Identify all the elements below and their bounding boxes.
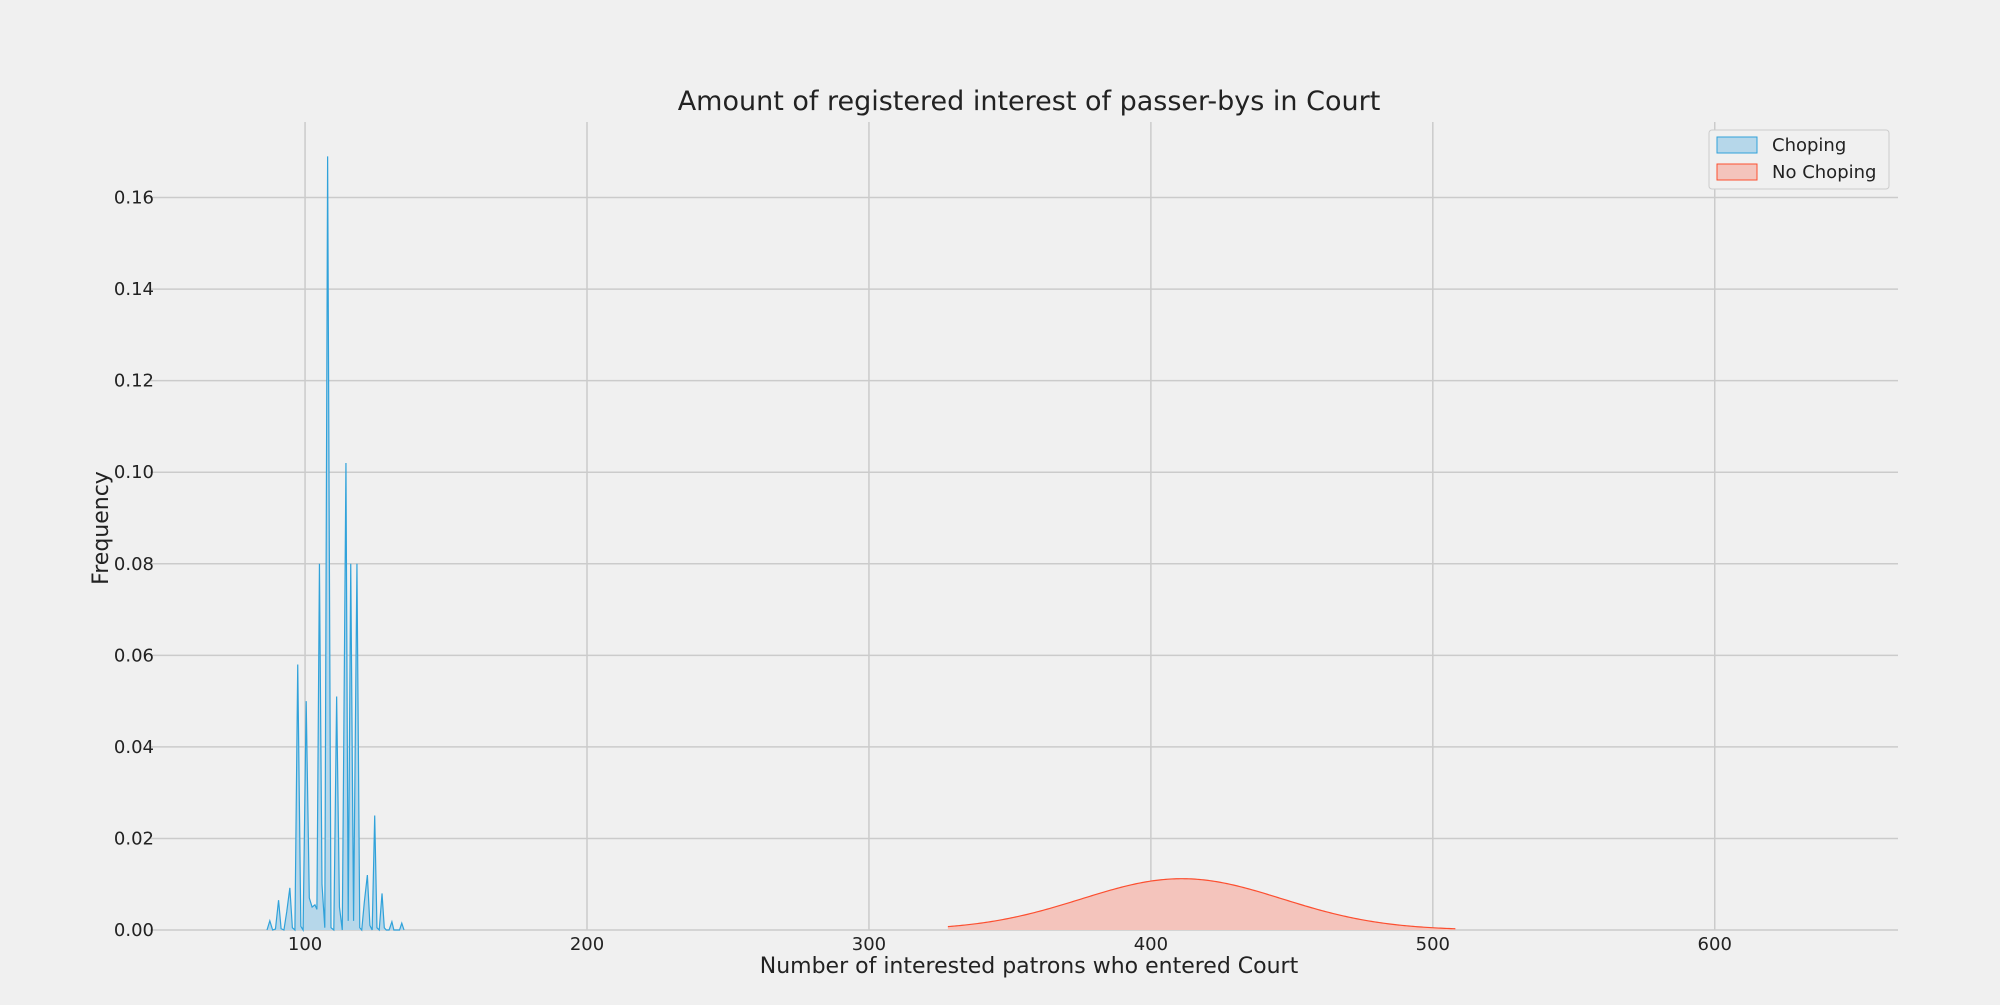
series-area-no-choping bbox=[947, 878, 1456, 930]
grid-lines bbox=[150, 122, 1898, 931]
series-line-no-choping bbox=[947, 878, 1456, 930]
y-tick-label: 0.14 bbox=[114, 279, 154, 300]
y-tick-label: 0.06 bbox=[114, 645, 154, 666]
x-tick-label: 600 bbox=[1698, 934, 1732, 955]
y-tick-label: 0.12 bbox=[114, 371, 154, 392]
x-tick-label: 400 bbox=[1134, 934, 1168, 955]
series-areas bbox=[266, 156, 1456, 933]
y-tick-label: 0.10 bbox=[114, 462, 154, 483]
x-tick-label: 100 bbox=[288, 934, 322, 955]
legend: Choping No Choping bbox=[1708, 129, 1890, 190]
y-tick-label: 0.04 bbox=[114, 737, 154, 758]
y-tick-label: 0.16 bbox=[114, 188, 154, 209]
y-tick-label: 0.00 bbox=[114, 920, 154, 941]
legend-label: Choping bbox=[1772, 135, 1846, 156]
legend-items: Choping No Choping bbox=[1716, 135, 1876, 183]
x-axis-label: Number of interested patrons who entered… bbox=[760, 954, 1299, 979]
y-axis-label: Frequency bbox=[89, 471, 114, 585]
y-tick-label: 0.02 bbox=[114, 828, 154, 849]
chart-title: Amount of registered interest of passer-… bbox=[678, 86, 1381, 117]
legend-swatch bbox=[1716, 163, 1758, 181]
x-tick-label: 300 bbox=[852, 934, 886, 955]
x-tick-label: 500 bbox=[1416, 934, 1450, 955]
legend-swatch bbox=[1716, 136, 1758, 154]
tick-labels: 100 200 300 400 500 600 0.00 0.02 0.04 0.06 0.08 0.… bbox=[114, 188, 1732, 955]
legend-label: No Choping bbox=[1772, 162, 1876, 183]
series-line-choping bbox=[266, 156, 405, 933]
x-tick-label: 200 bbox=[570, 934, 604, 955]
y-tick-label: 0.08 bbox=[114, 554, 154, 575]
